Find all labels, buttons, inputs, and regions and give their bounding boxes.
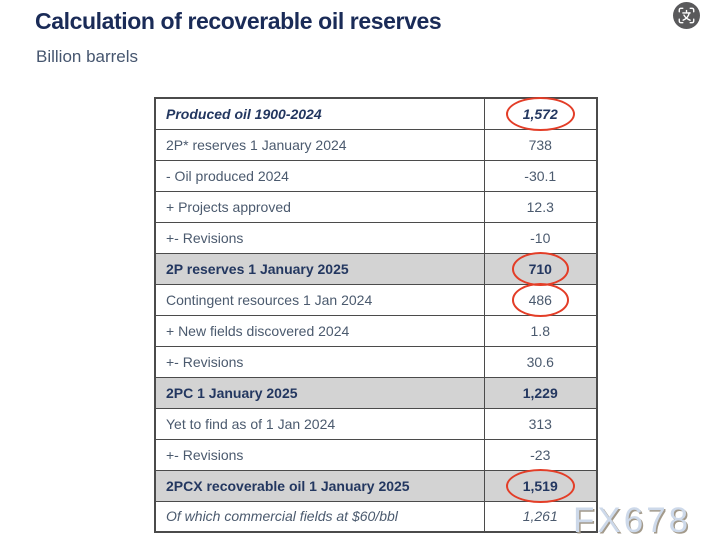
row-value: 313 <box>529 416 552 432</box>
row-value-cell: -30.1 <box>483 159 598 192</box>
reserves-table-body: Produced oil 1900-2024 1,572 2P* reserve… <box>154 96 598 533</box>
table-row: +- Revisions -23 <box>154 438 598 471</box>
row-value-cell: 30.6 <box>483 345 598 378</box>
row-label: Contingent resources 1 Jan 2024 <box>154 283 485 316</box>
table-row: Of which commercial fields at $60/bbl 1,… <box>154 500 598 533</box>
row-value: 12.3 <box>527 199 554 215</box>
translate-icon <box>678 7 695 24</box>
reserves-table: Produced oil 1900-2024 1,572 2P* reserve… <box>154 96 598 533</box>
row-value: 1.8 <box>531 323 550 339</box>
row-value: 30.6 <box>527 354 554 370</box>
translate-button[interactable] <box>673 2 700 29</box>
row-value-cell: -23 <box>483 438 598 471</box>
row-value-text: 12.3 <box>526 198 554 215</box>
row-value-text: 30.6 <box>526 353 554 370</box>
row-value-cell: 313 <box>483 407 598 440</box>
row-label: +- Revisions <box>154 438 485 471</box>
row-label: 2PC 1 January 2025 <box>154 376 485 409</box>
row-label: + Projects approved <box>154 190 485 223</box>
table-row: 2PC 1 January 2025 1,229 <box>154 376 598 409</box>
row-value-text: -10 <box>530 229 551 246</box>
row-value-text: 1,261 <box>522 508 558 525</box>
row-label: 2P reserves 1 January 2025 <box>154 252 485 285</box>
table-row: - Oil produced 2024 -30.1 <box>154 159 598 192</box>
row-label: - Oil produced 2024 <box>154 159 485 192</box>
row-label: +- Revisions <box>154 221 485 254</box>
table-row: Contingent resources 1 Jan 2024 486 <box>154 282 598 317</box>
row-label: + New fields discovered 2024 <box>154 314 485 347</box>
row-value: 1,572 <box>505 96 575 131</box>
row-value-text: 1,572 <box>522 105 558 122</box>
table-row: +- Revisions -10 <box>154 221 598 254</box>
row-value-cell: 1.8 <box>483 314 598 347</box>
row-value: 710 <box>511 251 569 286</box>
row-value-cell: 1,229 <box>483 376 598 409</box>
row-value: -30.1 <box>524 168 556 184</box>
row-label: Yet to find as of 1 Jan 2024 <box>154 407 485 440</box>
row-value: 1,261 <box>523 508 558 524</box>
row-value-cell: 1,519 <box>483 468 598 503</box>
table-row: Produced oil 1900-2024 1,572 <box>154 96 598 131</box>
row-value: -10 <box>530 230 550 246</box>
row-value-text: 313 <box>528 415 552 432</box>
row-value-text: 738 <box>528 136 552 153</box>
row-value-text: 1.8 <box>530 322 550 339</box>
row-value: 1,519 <box>505 468 575 503</box>
row-label: 2P* reserves 1 January 2024 <box>154 128 485 161</box>
page-title: Calculation of recoverable oil reserves <box>35 8 442 34</box>
table-row: + New fields discovered 2024 1.8 <box>154 314 598 347</box>
table-row: Yet to find as of 1 Jan 2024 313 <box>154 407 598 440</box>
row-value: 486 <box>511 282 569 317</box>
row-value-cell: 710 <box>483 251 598 286</box>
table-row: 2PCX recoverable oil 1 January 2025 1,51… <box>154 468 598 503</box>
page-subtitle: Billion barrels <box>36 47 139 66</box>
row-value-cell: 12.3 <box>483 190 598 223</box>
row-label: Of which commercial fields at $60/bbl <box>154 500 485 533</box>
row-value-text: -30.1 <box>524 167 557 184</box>
row-value-text: 1,229 <box>522 384 558 401</box>
row-value: 1,229 <box>523 385 558 401</box>
watermark: FX678 <box>573 501 692 540</box>
row-value-cell: 738 <box>483 128 598 161</box>
row-value-cell: 486 <box>483 282 598 317</box>
row-label: +- Revisions <box>154 345 485 378</box>
row-value-text: 1,519 <box>522 477 558 494</box>
table-row: + Projects approved 12.3 <box>154 190 598 223</box>
table-row: 2P reserves 1 January 2025 710 <box>154 251 598 286</box>
row-label: Produced oil 1900-2024 <box>154 97 485 130</box>
table-row: 2P* reserves 1 January 2024 738 <box>154 128 598 161</box>
row-value-text: 486 <box>528 291 552 308</box>
row-value: -23 <box>530 447 550 463</box>
row-label: 2PCX recoverable oil 1 January 2025 <box>154 469 485 502</box>
row-value-cell: -10 <box>483 221 598 254</box>
table-row: +- Revisions 30.6 <box>154 345 598 378</box>
row-value-text: -23 <box>530 446 551 463</box>
row-value-cell: 1,572 <box>483 96 598 131</box>
row-value: 738 <box>529 137 552 153</box>
row-value-text: 710 <box>528 260 552 277</box>
